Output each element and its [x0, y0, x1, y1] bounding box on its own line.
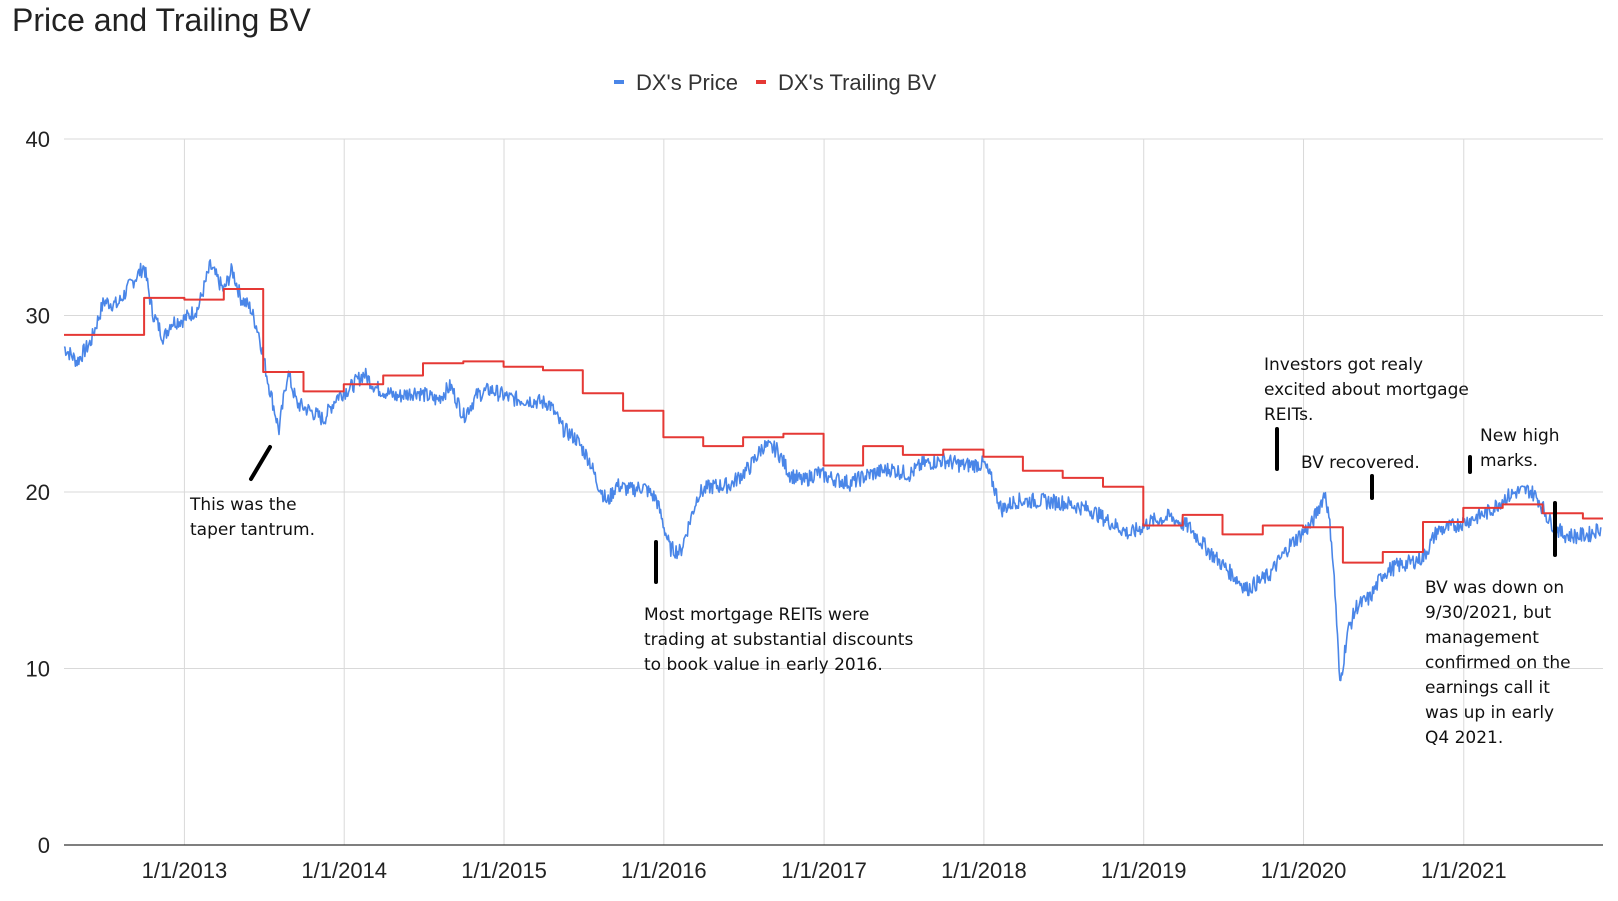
legend: DX's Price DX's Trailing BV [614, 70, 937, 95]
series-line-1 [64, 288, 1603, 564]
annotation-text: taper tantrum. [190, 520, 315, 540]
annotation-text: confirmed on the [1425, 653, 1571, 673]
legend-swatch [756, 80, 766, 84]
x-tick-label: 1/1/2021 [1421, 858, 1507, 883]
annotation-text: to book value in early 2016. [644, 655, 883, 675]
series-lines [63, 259, 1603, 682]
annotation-text: BV recovered. [1301, 453, 1420, 473]
y-tick-label: 30 [26, 304, 50, 329]
annotation-marker [249, 445, 272, 481]
x-tick-label: 1/1/2018 [941, 858, 1027, 883]
y-tick-label: 40 [26, 127, 50, 152]
annotation-text: 9/30/2021, but [1425, 603, 1552, 623]
legend-label: DX's Price [636, 70, 738, 95]
x-tick-label: 1/1/2017 [781, 858, 867, 883]
annotation-text: Q4 2021. [1425, 728, 1503, 748]
annotation-text: Most mortgage REITs were [644, 605, 869, 625]
series-line-0 [63, 259, 1602, 682]
legend-label: DX's Trailing BV [778, 70, 937, 95]
annotation-text: BV was down on [1425, 578, 1564, 598]
annotation-text: REITs. [1264, 405, 1313, 425]
legend-swatch [614, 80, 624, 84]
annotation-text: This was the [189, 495, 297, 515]
x-tick-label: 1/1/2013 [142, 858, 228, 883]
annotation-text: trading at substantial discounts [644, 630, 913, 650]
annotation-text: earnings call it [1425, 678, 1550, 698]
annotation-text: New high [1480, 426, 1560, 446]
y-tick-label: 0 [38, 833, 50, 858]
annotations: This was the taper tantrum. Most mortgage … [189, 355, 1571, 748]
annotation-text: Investors got realy [1264, 355, 1423, 375]
x-tick-label: 1/1/2015 [461, 858, 547, 883]
x-tick-label: 1/1/2016 [621, 858, 707, 883]
x-tick-label: 1/1/2014 [301, 858, 387, 883]
annotation-text: management [1425, 628, 1539, 648]
x-tick-label: 1/1/2019 [1101, 858, 1187, 883]
y-tick-label: 20 [26, 480, 50, 505]
x-tick-label: 1/1/2020 [1261, 858, 1347, 883]
annotation-text: marks. [1480, 451, 1538, 471]
annotation-text: was up in early [1425, 703, 1554, 723]
chart-title: Price and Trailing BV [12, 2, 311, 38]
annotation-text: excited about mortgage [1264, 380, 1469, 400]
y-tick-label: 10 [26, 657, 50, 682]
axes: 0 10 20 30 40 1/1/2013 1/1/2014 1/1/2015 1/1/201… [26, 127, 1603, 883]
